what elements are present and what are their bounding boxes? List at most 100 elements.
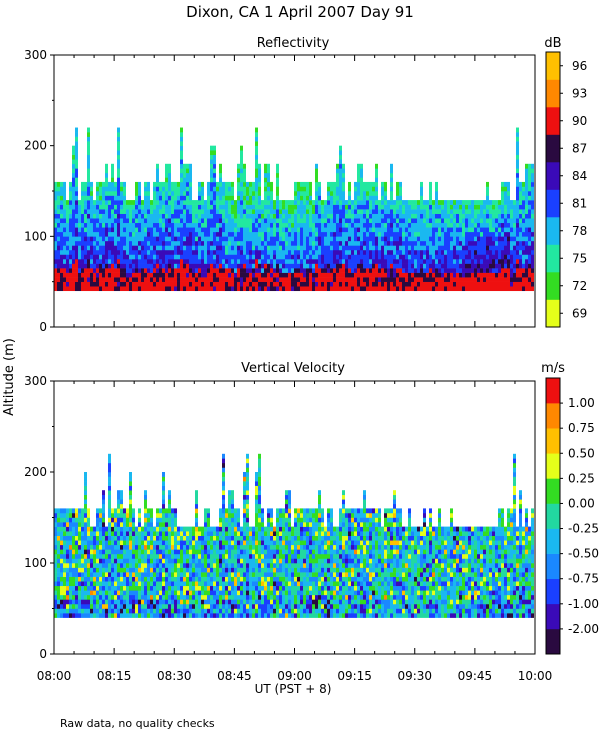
heatmap-cell [105, 608, 108, 614]
heatmap-cell [306, 254, 309, 260]
heatmap-cell [363, 222, 366, 228]
heatmap-cell [108, 254, 111, 260]
heatmap-cell [294, 200, 297, 205]
heatmap-cell [75, 613, 78, 618]
heatmap-cell [105, 249, 108, 255]
heatmap-cell [471, 213, 474, 219]
heatmap-cell [192, 263, 195, 269]
heatmap-cell [276, 195, 279, 201]
heatmap-cell [438, 268, 441, 273]
heatmap-cell [114, 558, 117, 564]
heatmap-cell [219, 277, 222, 282]
heatmap-cell [204, 254, 207, 260]
heatmap-cell [402, 209, 405, 214]
heatmap-cell [378, 259, 381, 264]
heatmap-cell [180, 590, 183, 596]
heatmap-cell [135, 204, 138, 210]
figure-title: Dixon, CA 1 April 2007 Day 91 [186, 3, 414, 21]
heatmap-cell [117, 572, 120, 577]
heatmap-cell [54, 286, 57, 292]
heatmap-cell [180, 213, 183, 219]
heatmap-cell [306, 281, 309, 287]
heatmap-cell [138, 245, 141, 251]
heatmap-cell [429, 277, 432, 282]
heatmap-cell [138, 272, 141, 278]
heatmap-cell [114, 259, 117, 264]
heatmap-cell [330, 218, 333, 224]
heatmap-cell [87, 236, 90, 242]
heatmap-cell [345, 272, 348, 278]
heatmap-cell [99, 218, 102, 224]
heatmap-cell [174, 195, 177, 201]
heatmap-cell [87, 172, 90, 178]
heatmap-cell [135, 286, 138, 292]
heatmap-cell [225, 259, 228, 264]
heatmap-cell [144, 222, 147, 228]
heatmap-cell [303, 263, 306, 269]
heatmap-cell [105, 286, 108, 292]
heatmap-cell [204, 268, 207, 273]
heatmap-cell [135, 181, 138, 187]
heatmap-cell [102, 581, 105, 587]
heatmap-cell [93, 209, 96, 214]
heatmap-cell [135, 254, 138, 260]
heatmap-cell [267, 281, 270, 287]
heatmap-cell [258, 204, 261, 210]
heatmap-cell [108, 213, 111, 219]
heatmap-cell [54, 608, 57, 614]
heatmap-cell [87, 613, 90, 618]
heatmap-cell [351, 227, 354, 233]
heatmap-cell [312, 231, 315, 237]
heatmap-cell [150, 544, 153, 550]
heatmap-cell [126, 540, 129, 546]
heatmap-cell [147, 594, 150, 600]
heatmap-cell [303, 195, 306, 201]
heatmap-cell [522, 195, 525, 201]
heatmap-cell [267, 186, 270, 192]
heatmap-cell [261, 240, 264, 246]
heatmap-cell [504, 236, 507, 242]
heatmap-cell [375, 186, 378, 192]
heatmap-cell [186, 191, 189, 196]
heatmap-cell [399, 191, 402, 196]
heatmap-cell [87, 209, 90, 214]
heatmap-cell [78, 508, 81, 514]
heatmap-cell [369, 186, 372, 192]
heatmap-cell [447, 263, 450, 269]
heatmap-cell [456, 209, 459, 214]
heatmap-cell [159, 608, 162, 614]
heatmap-cell [150, 209, 153, 214]
heatmap-cell [54, 245, 57, 251]
heatmap-cell [303, 222, 306, 228]
heatmap-cell [435, 245, 438, 251]
heatmap-cell [204, 200, 207, 205]
heatmap-cell [429, 195, 432, 201]
heatmap-cell [99, 245, 102, 251]
heatmap-cell [249, 268, 252, 273]
heatmap-cell [273, 236, 276, 242]
heatmap-cell [240, 277, 243, 282]
heatmap-cell [225, 249, 228, 255]
heatmap-cell [72, 204, 75, 210]
heatmap-cell [279, 200, 282, 205]
heatmap-cell [408, 200, 411, 205]
heatmap-cell [303, 281, 306, 287]
heatmap-cell [81, 222, 84, 228]
heatmap-cell [177, 213, 180, 219]
heatmap-cell [495, 213, 498, 219]
heatmap-cell [129, 576, 132, 582]
heatmap-cell [90, 213, 93, 219]
heatmap-cell [324, 286, 327, 292]
heatmap-cell [168, 503, 171, 509]
heatmap-cell [111, 168, 114, 174]
heatmap-cell [501, 186, 504, 192]
heatmap-cell [108, 608, 111, 614]
heatmap-cell [234, 268, 237, 273]
heatmap-cell [75, 249, 78, 255]
heatmap-cell [66, 209, 69, 214]
heatmap-cell [318, 181, 321, 187]
heatmap-cell [381, 249, 384, 255]
heatmap-cell [375, 249, 378, 255]
heatmap-cell [174, 508, 177, 514]
heatmap-cell [276, 236, 279, 242]
